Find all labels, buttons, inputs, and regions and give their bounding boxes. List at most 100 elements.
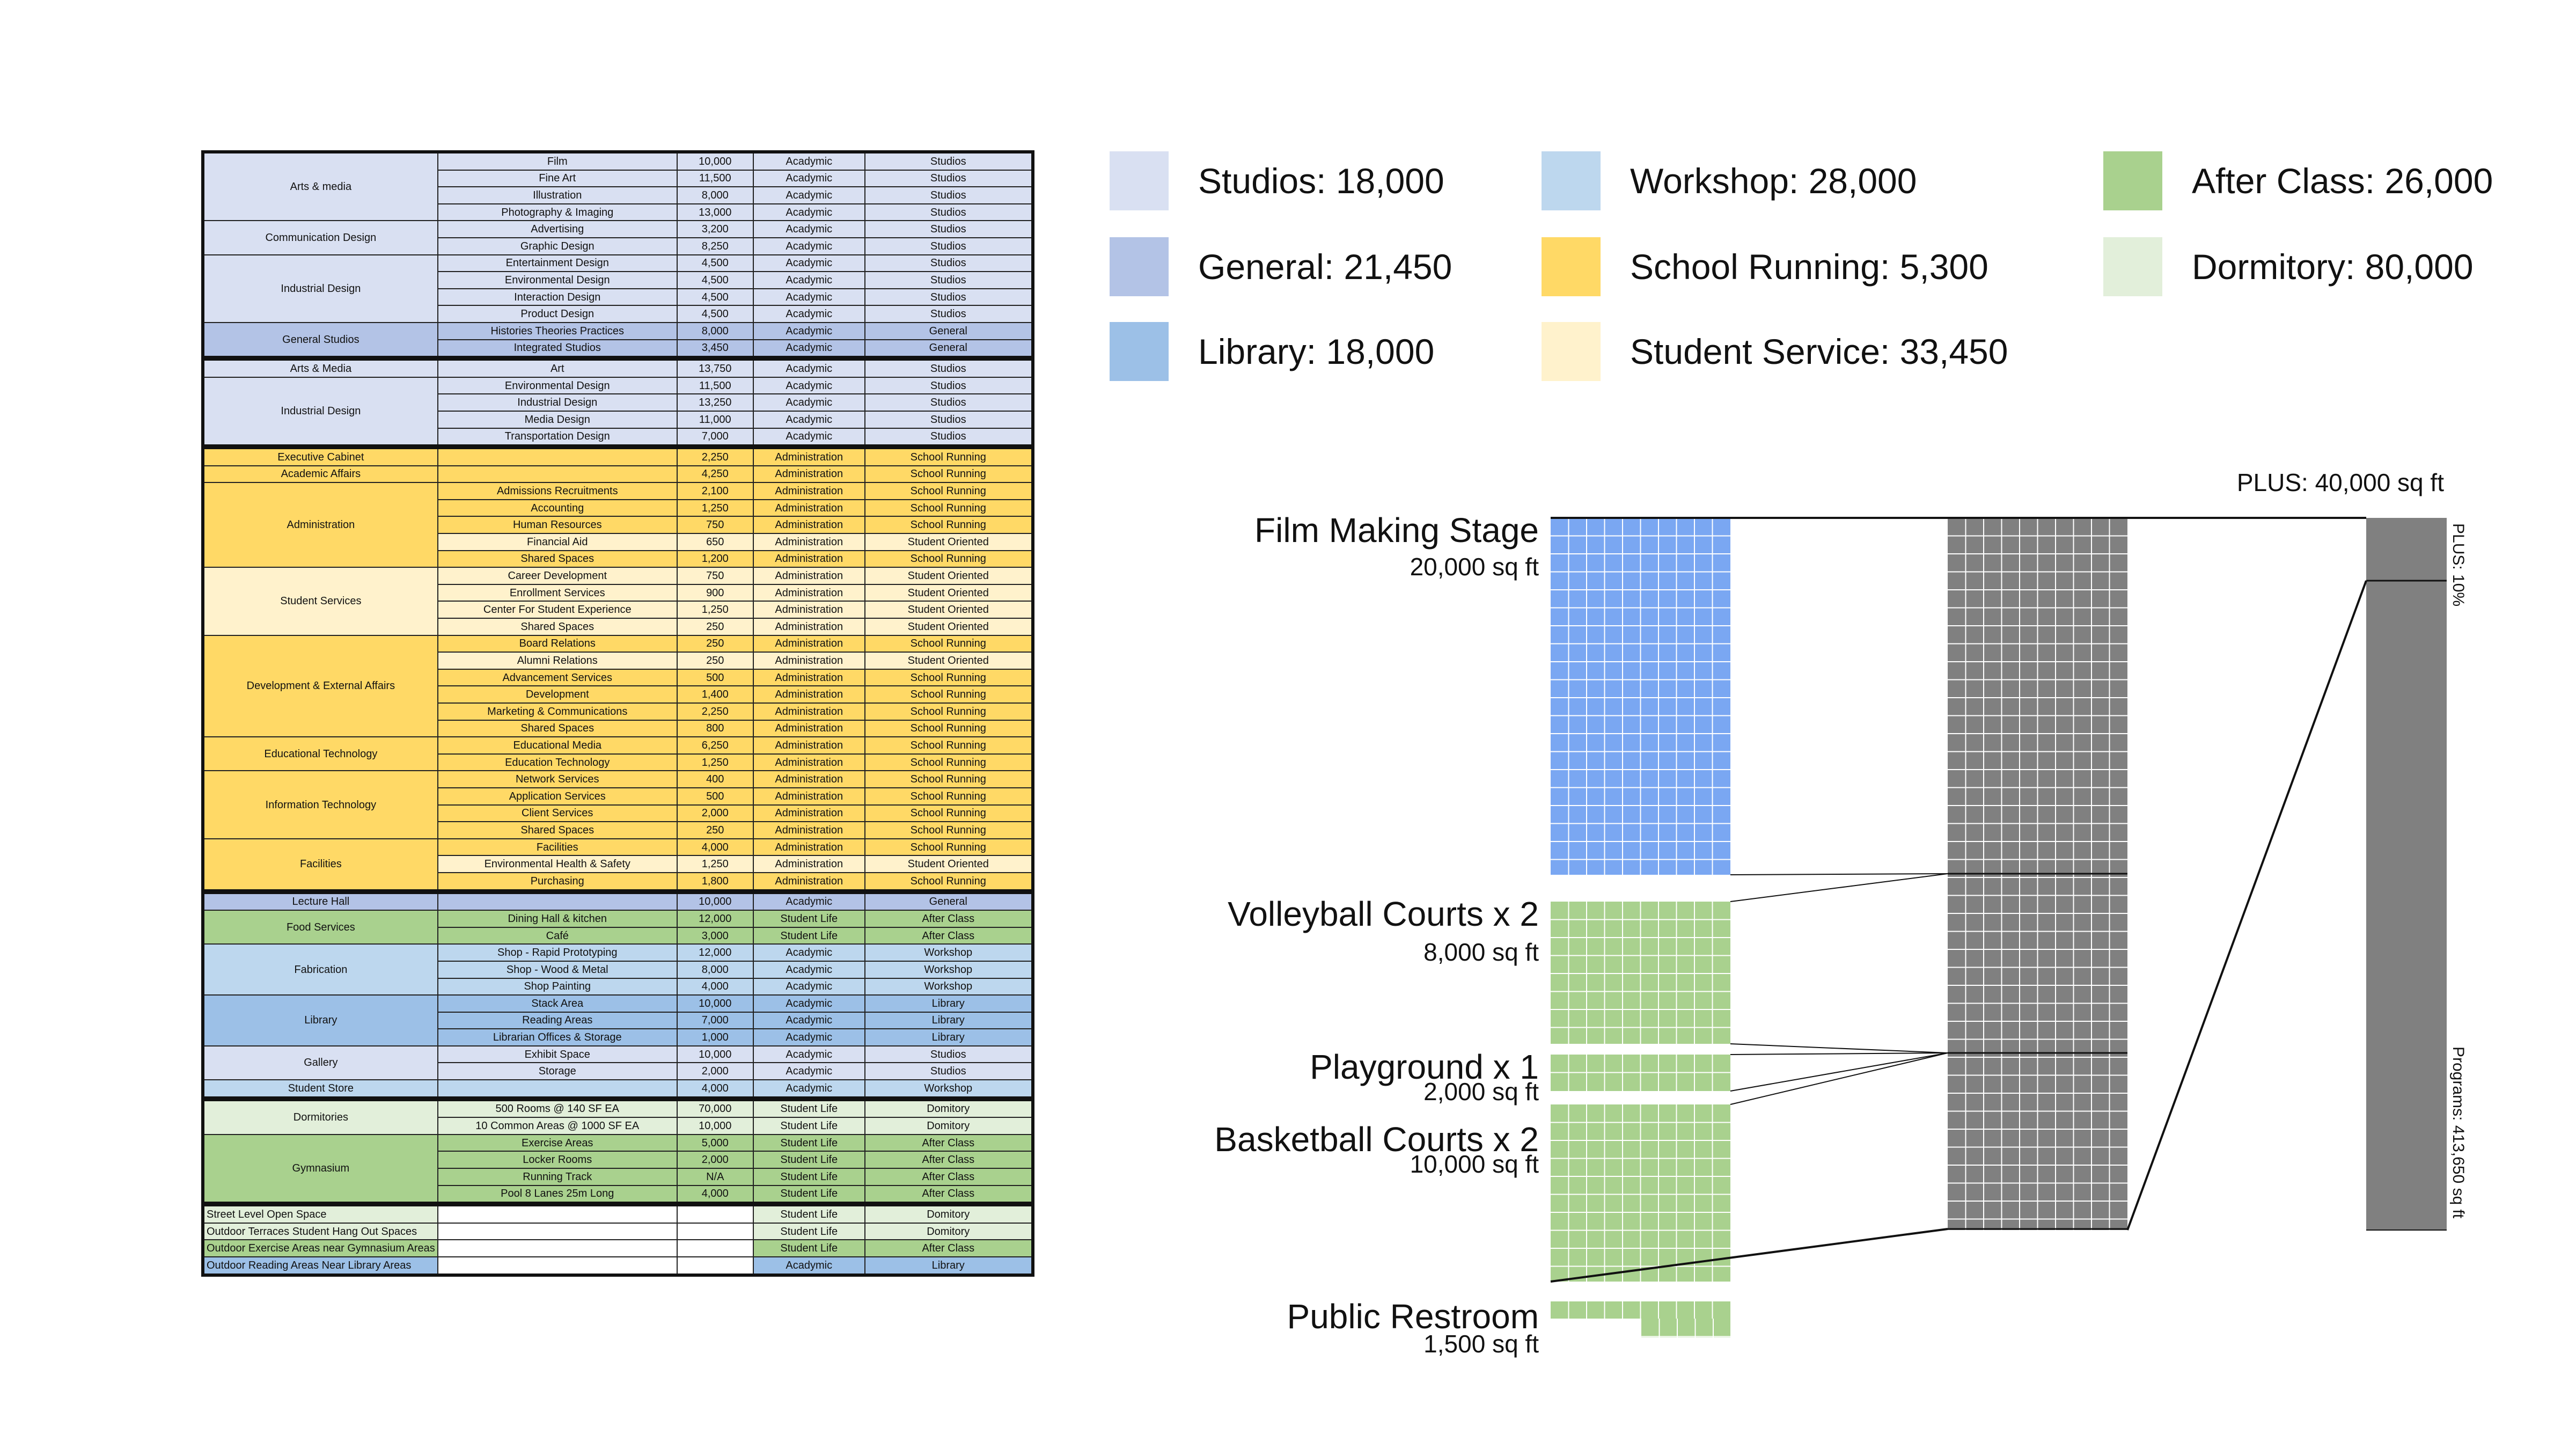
department-cell: Student Life xyxy=(752,1133,865,1152)
category-cell: Student Oriented xyxy=(864,618,1033,636)
group-name-cell: Street Level Open Space xyxy=(202,1202,438,1224)
block-area: 8,000 sq ft xyxy=(1423,938,1539,966)
connector-line xyxy=(1730,1052,1948,1105)
category-cell: School Running xyxy=(864,465,1033,484)
department-cell: Administration xyxy=(752,601,865,619)
plus-percent-label: PLUS: 10% xyxy=(2449,523,2467,606)
space-name-cell: Product Design xyxy=(437,305,678,323)
department-cell: Acadymic xyxy=(752,254,865,273)
space-name-cell xyxy=(437,1079,678,1100)
legend-label: Library: 18,000 xyxy=(1198,332,1435,371)
area-cell: 1,250 xyxy=(676,601,754,619)
space-name-cell: Environmental Design xyxy=(437,376,678,395)
space-name-cell: Entertainment Design xyxy=(437,254,678,273)
space-name-cell: Shop Painting xyxy=(437,977,678,996)
table-row: Center For Student Experience 1,250 Admini… xyxy=(203,601,1033,619)
department-cell: Administration xyxy=(752,465,865,484)
space-name-cell: 10 Common Areas @ 1000 SF EA xyxy=(437,1117,678,1135)
table-row: Educational Technology Educational Media 6… xyxy=(202,736,1033,772)
table-row: Environmental Design 4,500 Acadymic Studios xyxy=(203,271,1033,289)
legend-label: Dormitory: 80,000 xyxy=(2192,247,2474,287)
area-cell: 10,000 xyxy=(676,1045,754,1064)
space-name-cell: Stack Area xyxy=(437,994,678,1013)
department-cell: Administration xyxy=(752,516,865,535)
table-row: Illustration 8,000 Acadymic Studios xyxy=(203,186,1033,204)
table-row: Storage 2,000 Acadymic Studios xyxy=(203,1062,1033,1081)
table-row: Industrial Design Entertainment Design 4,5… xyxy=(202,254,1033,323)
space-name-cell: Media Design xyxy=(437,410,678,429)
space-name-cell: Locker Rooms xyxy=(437,1151,678,1169)
area-cell: 4,000 xyxy=(676,1184,754,1205)
space-name-cell: Shared Spaces xyxy=(437,618,678,636)
department-cell: Administration xyxy=(752,583,865,602)
category-cell: School Running xyxy=(864,685,1033,704)
department-cell: Student Life xyxy=(752,1168,865,1186)
category-cell: Workshop xyxy=(864,943,1033,962)
category-cell: Studios xyxy=(864,237,1033,255)
department-cell: Administration xyxy=(752,668,865,687)
category-cell: After Class xyxy=(864,1151,1033,1169)
group-name-cell: Library xyxy=(202,994,438,1046)
space-name-cell: Storage xyxy=(437,1062,678,1081)
category-cell: School Running xyxy=(864,736,1033,755)
category-cell: School Running xyxy=(864,499,1033,517)
volleyball-block-grid xyxy=(1551,902,1730,1044)
playground-block-grid xyxy=(1551,1055,1730,1091)
table-row: Product Design 4,500 Acadymic Studios xyxy=(203,305,1033,323)
legend-swatch xyxy=(2103,151,2162,210)
department-cell: Student Life xyxy=(752,1202,865,1224)
area-cell: 1,800 xyxy=(676,872,754,892)
group-name-cell: Gallery xyxy=(202,1045,438,1081)
area-cell: 250 xyxy=(676,821,754,839)
space-name-cell: Board Relations xyxy=(437,634,678,653)
category-cell: School Running xyxy=(864,787,1033,806)
table-row: Shop - Wood & Metal 8,000 Acadymic Workshop xyxy=(203,960,1033,979)
group-name-cell: Administration xyxy=(202,482,438,568)
table-row: Information Technology Network Services 40… xyxy=(202,770,1033,839)
legend-swatch xyxy=(2103,237,2162,296)
department-cell: Acadymic xyxy=(752,186,865,204)
space-name-cell: Film xyxy=(437,151,678,171)
area-cell: 4,250 xyxy=(676,465,754,484)
department-cell: Acadymic xyxy=(752,169,865,188)
category-cell: Workshop xyxy=(864,1079,1033,1100)
area-cell: 1,250 xyxy=(676,753,754,772)
restroom-block-bottom xyxy=(1641,1319,1730,1337)
table-row: Marketing & Communications 2,250 Administr… xyxy=(203,702,1033,721)
table-row: Outdoor Reading Areas Near Library Areas… xyxy=(202,1256,1033,1276)
area-cell: 8,000 xyxy=(676,321,754,340)
category-cell: After Class xyxy=(864,926,1033,945)
table-row: Arts & Media Art 13,750 Acadymic Studios xyxy=(202,356,1033,378)
block-title: Public Restroom xyxy=(1287,1297,1539,1336)
table-row: Shared Spaces 1,200 Administration School R… xyxy=(203,550,1033,568)
group-name-cell: Outdoor Exercise Areas near Gymnasium Ar… xyxy=(202,1239,438,1257)
department-cell: Administration xyxy=(752,719,865,738)
area-cell: 10,000 xyxy=(676,994,754,1013)
area-cell: 900 xyxy=(676,583,754,602)
space-name-cell: Librarian Offices & Storage xyxy=(437,1028,678,1046)
connector-line xyxy=(2126,580,2367,1231)
table-row: Development 1,400 Administration School Run… xyxy=(203,685,1033,704)
department-cell: Acadymic xyxy=(752,288,865,306)
space-name-cell: Human Resources xyxy=(437,516,678,535)
department-cell: Acadymic xyxy=(752,427,865,448)
area-cell xyxy=(676,1202,754,1224)
area-cell: 650 xyxy=(676,533,754,551)
department-cell: Acadymic xyxy=(752,1045,865,1064)
space-name-cell: Pool 8 Lanes 25m Long xyxy=(437,1184,678,1205)
area-cell: 8,000 xyxy=(676,186,754,204)
group-name-cell: Outdoor Reading Areas Near Library Areas xyxy=(202,1256,438,1276)
area-cell: 500 xyxy=(676,668,754,687)
area-cell: 4,500 xyxy=(676,288,754,306)
category-cell: School Running xyxy=(864,550,1033,568)
area-cell: 5,000 xyxy=(676,1133,754,1152)
space-name-cell xyxy=(437,889,678,911)
legend-swatch xyxy=(1542,151,1601,210)
area-cell: 1,000 xyxy=(676,1028,754,1046)
table-row: Transportation Design 7,000 Acadymic Studio… xyxy=(203,427,1033,448)
basketball-block-grid xyxy=(1551,1104,1730,1282)
group-name-cell: Arts & Media xyxy=(202,356,438,378)
area-cell: 10,000 xyxy=(676,1117,754,1135)
table-row: Purchasing 1,800 Administration School Runn… xyxy=(203,872,1033,892)
area-cell: 13,250 xyxy=(676,393,754,412)
